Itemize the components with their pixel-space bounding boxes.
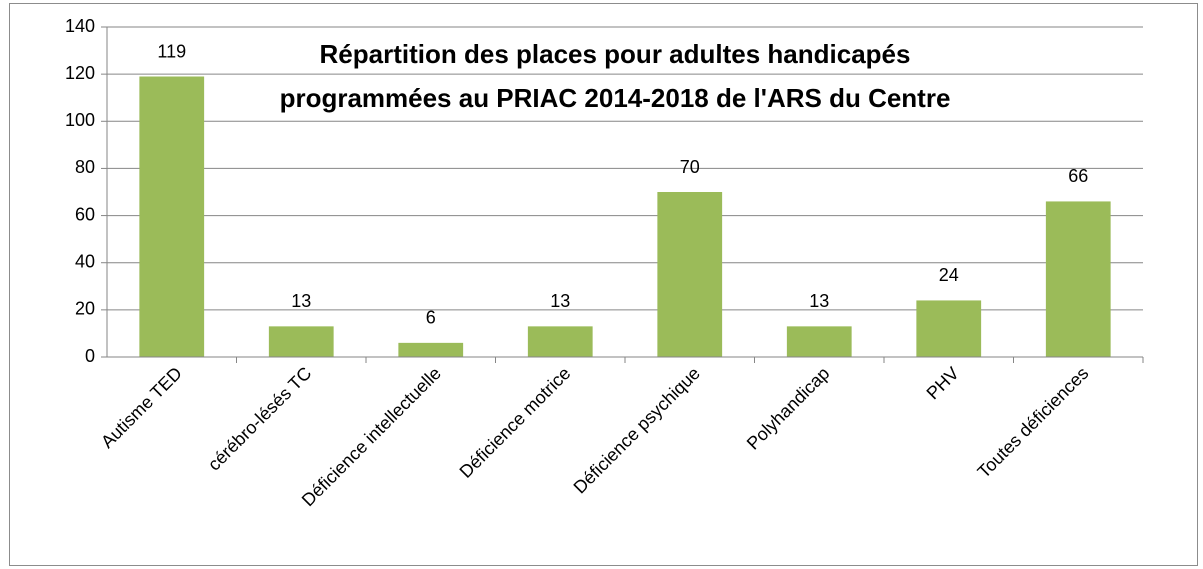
data-label: 24 xyxy=(939,265,959,285)
data-label: 66 xyxy=(1068,166,1088,186)
chart-title: programmées au PRIAC 2014-2018 de l'ARS … xyxy=(280,83,951,113)
bar xyxy=(916,300,982,357)
data-label: 13 xyxy=(809,291,829,311)
data-label: 13 xyxy=(291,291,311,311)
bar xyxy=(786,326,852,357)
y-tick-label: 120 xyxy=(65,63,95,83)
y-tick-label: 40 xyxy=(75,251,95,271)
chart-title: Répartition des places pour adultes hand… xyxy=(320,39,911,69)
y-tick-label: 0 xyxy=(85,346,95,366)
bar xyxy=(527,326,593,357)
y-tick-label: 100 xyxy=(65,110,95,130)
chart-border xyxy=(9,3,1198,566)
data-label: 119 xyxy=(157,41,186,61)
y-tick-label: 60 xyxy=(75,204,95,224)
data-label: 70 xyxy=(680,157,700,177)
bar xyxy=(139,76,205,357)
y-tick-label: 20 xyxy=(75,299,95,319)
bar xyxy=(657,192,723,357)
data-label: 13 xyxy=(550,291,570,311)
data-label: 6 xyxy=(426,308,436,328)
bar xyxy=(398,342,464,357)
y-tick-label: 80 xyxy=(75,157,95,177)
y-tick-label: 140 xyxy=(65,16,95,36)
bar xyxy=(1045,201,1111,357)
bar xyxy=(268,326,334,357)
